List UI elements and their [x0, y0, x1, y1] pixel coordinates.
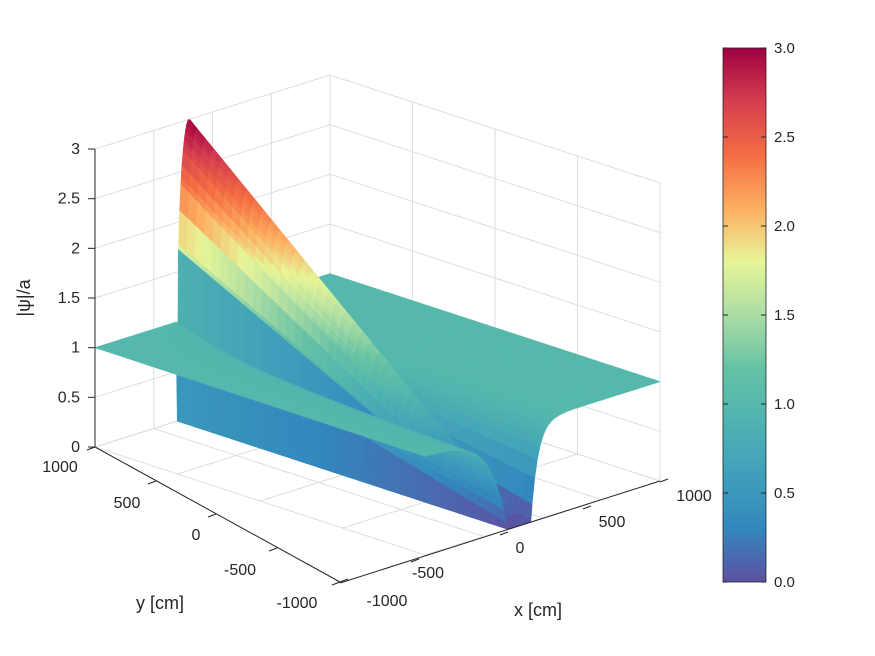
grid-line	[329, 124, 661, 234]
x-tick-label: -1000	[367, 593, 408, 610]
x-tick	[659, 478, 669, 483]
colorbar-tick-label: 0.0	[774, 574, 795, 591]
colorbar-tick-label: 0.5	[774, 485, 795, 502]
y-tick	[147, 480, 157, 485]
x-axis-label: x [cm]	[514, 600, 562, 620]
y-axis-label: y [cm]	[136, 593, 184, 613]
x-tick	[582, 505, 592, 510]
z-tick-label: 2.5	[58, 191, 80, 208]
z-tick-label: 1.5	[58, 290, 80, 307]
y-tick-label: -500	[224, 562, 256, 579]
y-tick-label: 0	[192, 527, 201, 544]
grid-line	[94, 74, 331, 150]
colorbar-gradient	[722, 47, 767, 583]
x-tick-label: 1000	[676, 488, 712, 505]
x-tick-label: -500	[412, 565, 444, 582]
colorbar-tick-label: 1.0	[774, 396, 795, 413]
colorbar-tick-label: 1.5	[774, 307, 795, 324]
y-tick-label: 500	[114, 495, 141, 512]
y-axis-line	[94, 446, 341, 583]
grid-line	[329, 173, 661, 283]
z-tick-label: 0.5	[58, 389, 80, 406]
x-tick-label: 500	[599, 514, 626, 531]
colorbar: 0.0 0.5 1.0 1.5 2.0 2.5 3.0	[722, 40, 795, 591]
y-tick	[268, 547, 278, 552]
x-tick-label: 0	[516, 540, 525, 557]
z-tick-label: 1	[71, 340, 80, 357]
z-tick-label: 2	[71, 240, 80, 257]
x-tick	[499, 531, 509, 536]
y-tick	[331, 581, 341, 586]
z-axis-label: |ψ|/a	[14, 278, 34, 316]
y-tick	[207, 513, 217, 518]
y-tick-label: 1000	[42, 459, 78, 476]
grid-line	[329, 223, 661, 333]
colorbar-tick-label: 3.0	[774, 40, 795, 57]
z-tick-label: 0	[71, 439, 80, 456]
surface-mesh	[94, 118, 661, 530]
y-tick-label: -1000	[277, 595, 318, 612]
colorbar-tick-label: 2.0	[774, 218, 795, 235]
colorbar-tick-label: 2.5	[774, 129, 795, 146]
z-tick-label: 3	[71, 141, 80, 158]
grid-line	[329, 74, 661, 184]
